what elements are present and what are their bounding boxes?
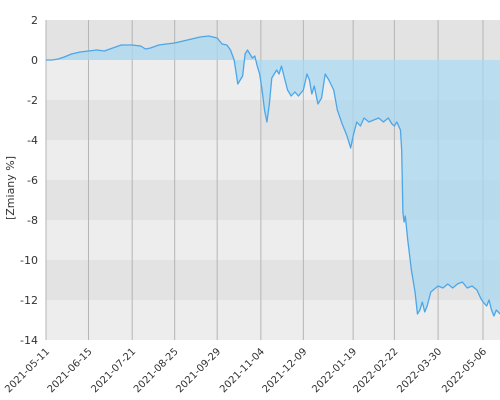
y-tick-label: -6 (27, 174, 38, 187)
x-tick-label: 2022-05-06 (440, 346, 489, 395)
x-tick-label: 2022-02-22 (352, 346, 401, 395)
y-tick-label: -2 (27, 94, 38, 107)
y-axis-ticks: 2 0 -2 -4 -6 -8 -10 -12 -14 (20, 14, 38, 347)
series-line (46, 35, 500, 317)
y-axis-label: [Zmiany %] (4, 156, 17, 220)
x-tick-label: 2022-03-30 (395, 346, 444, 395)
y-tick-label: 2 (31, 14, 38, 27)
background-band (46, 300, 500, 340)
y-tick-label: -4 (27, 134, 38, 147)
y-tick-label: -14 (20, 334, 38, 347)
x-tick-label: 2021-12-09 (261, 346, 310, 395)
x-tick-label: 2021-09-29 (174, 346, 223, 395)
series-area (46, 36, 500, 316)
y-tick-label: -10 (20, 254, 38, 267)
y-tick-label: 0 (31, 54, 38, 67)
x-tick-label: 2021-06-15 (46, 346, 95, 395)
y-tick-label: -12 (20, 294, 38, 307)
y-tick-label: -8 (27, 214, 38, 227)
x-axis-ticks: 2021-05-112021-06-152021-07-212021-08-25… (3, 346, 489, 395)
area-layer (46, 35, 500, 317)
